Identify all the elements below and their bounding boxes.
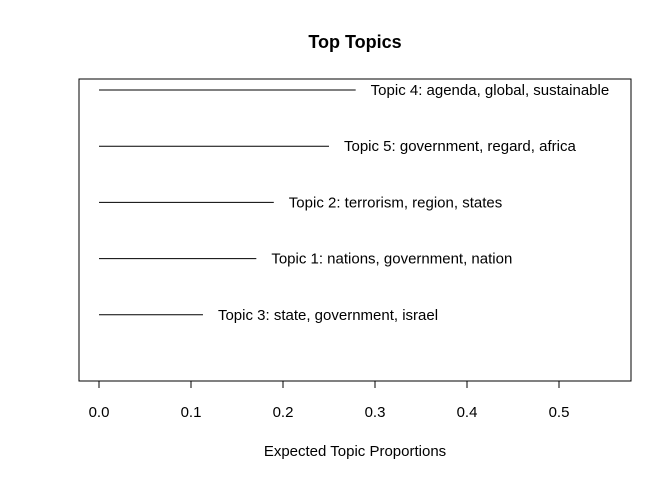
topic-label: Topic 1: nations, government, nation <box>271 251 512 268</box>
topic-label: Topic 2: terrorism, region, states <box>289 194 502 211</box>
topic-label: Topic 4: agenda, global, sustainable <box>371 82 610 99</box>
plot-frame <box>78 78 632 382</box>
x-tick-label: 0.5 <box>549 404 570 421</box>
x-tick-label: 0.0 <box>89 404 110 421</box>
x-tick-label: 0.4 <box>457 404 478 421</box>
x-axis-ticks: 0.0 0.1 0.2 0.3 0.4 0.5 <box>89 381 570 421</box>
topic-label: Topic 3: state, government, israel <box>218 307 438 324</box>
x-axis-label: Expected Topic Proportions <box>264 443 446 460</box>
topic-bars: Topic 4: agenda, global, sustainable Topi… <box>99 82 609 324</box>
topic-label: Topic 5: government, regard, africa <box>344 138 576 155</box>
x-tick-label: 0.3 <box>365 404 386 421</box>
x-tick-label: 0.2 <box>273 404 294 421</box>
x-tick-label: 0.1 <box>181 404 202 421</box>
chart-title: Top Topics <box>308 32 401 52</box>
